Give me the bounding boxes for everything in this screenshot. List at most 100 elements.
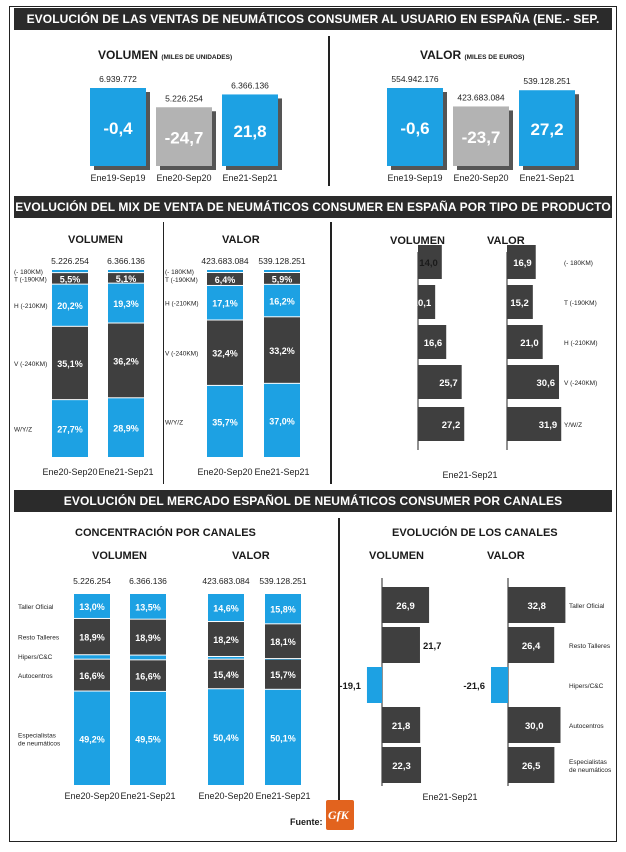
category-label: Ene21-Sep21 bbox=[120, 791, 175, 801]
bar bbox=[418, 365, 462, 399]
canales-evolucion-chart: 26,9 21,7 -19,1 21,8 22,3 32,8 26,4 -21,6 30,0 26… bbox=[340, 578, 612, 802]
bar-change-label: -24,7 bbox=[165, 129, 204, 148]
stack-segment bbox=[264, 383, 300, 457]
category-label: T (-190KM) bbox=[564, 300, 597, 307]
bar-value-label: 31,9 bbox=[539, 420, 558, 431]
bar-value-label: 14,0 bbox=[419, 258, 438, 269]
stack-segment bbox=[264, 273, 300, 284]
conc-volumen-label: VOLUMEN bbox=[92, 550, 147, 562]
segment-label: 32,4% bbox=[212, 349, 238, 359]
category-label: Ene21-Sep21 bbox=[519, 173, 574, 183]
stack-segment bbox=[264, 284, 300, 317]
stack-segment bbox=[52, 400, 88, 457]
segment-label: 13,5% bbox=[135, 602, 161, 612]
ventas-volumen-header: VOLUMEN (MILES DE UNIDADES) bbox=[98, 48, 232, 62]
axis-label: Ene21-Sep21 bbox=[442, 470, 497, 480]
bar-value-label: 30,0 bbox=[525, 721, 544, 732]
category-label: Especialistas bbox=[569, 759, 608, 766]
bar-value-label: 26,4 bbox=[522, 641, 541, 652]
bar bbox=[507, 407, 562, 441]
section1-divider bbox=[328, 36, 330, 186]
category-label: Ene21-Sep21 bbox=[255, 791, 310, 801]
category-label: Ene19-Sep19 bbox=[387, 173, 442, 183]
series-label: VOLUMEN bbox=[390, 235, 445, 247]
series-label: VALOR bbox=[487, 235, 525, 247]
stack-segment bbox=[265, 624, 301, 659]
stack-segment bbox=[208, 622, 244, 656]
segment-label: 16,6% bbox=[135, 672, 161, 682]
stack-segment bbox=[130, 619, 166, 655]
segment-label: 18,2% bbox=[213, 635, 239, 645]
stack-segment bbox=[74, 618, 110, 655]
bar bbox=[382, 627, 420, 663]
column-total-label: 6.366.136 bbox=[107, 256, 145, 266]
section3-divider bbox=[338, 518, 340, 800]
segment-label: 13,0% bbox=[79, 602, 105, 612]
series-label: Especialistas bbox=[18, 732, 57, 739]
bar bbox=[508, 747, 555, 783]
conc-title: CONCENTRACIÓN POR CANALES bbox=[75, 527, 256, 539]
bar bbox=[507, 285, 533, 319]
bar bbox=[366, 667, 382, 703]
stack-segment bbox=[207, 273, 243, 285]
segment-label: 18,1% bbox=[270, 637, 296, 647]
gfk-logo: GfK bbox=[326, 800, 354, 830]
mix-valor-label: VALOR bbox=[222, 234, 260, 246]
category-label: Ene19-Sep19 bbox=[90, 173, 145, 183]
stack-segment bbox=[207, 385, 243, 457]
category-label: H (-210KM) bbox=[564, 340, 598, 347]
series-label: Autocentros bbox=[18, 673, 53, 680]
stack-segment bbox=[208, 656, 244, 659]
segment-label: 5,1% bbox=[116, 274, 137, 284]
bar-value-label: 26,5 bbox=[522, 761, 541, 772]
category-label: Taller Oficial bbox=[569, 603, 605, 610]
stack-segment bbox=[74, 659, 110, 691]
bar-value-label: 26,9 bbox=[396, 601, 415, 612]
stack-segment bbox=[52, 273, 88, 284]
ventas-volumen-label: VOLUMEN bbox=[98, 48, 158, 62]
segment-label: 49,5% bbox=[135, 734, 161, 744]
bar-change-label: 27,2 bbox=[530, 120, 563, 139]
segment-label: 35,1% bbox=[57, 359, 83, 369]
category-label: Ene21-Sep21 bbox=[222, 173, 277, 183]
bar-change-label: -0,4 bbox=[103, 119, 133, 138]
bar-value-label: -19,1 bbox=[340, 681, 362, 692]
series-label: Hipers/C&C bbox=[18, 654, 53, 661]
bar-change-label: 21,8 bbox=[233, 122, 266, 141]
stack-segment bbox=[108, 283, 144, 323]
column-total-label: 5.226.254 bbox=[51, 256, 89, 266]
category-label: Ene20-Sep20 bbox=[64, 791, 119, 801]
stack-segment bbox=[108, 273, 144, 283]
segment-label: 37,0% bbox=[269, 416, 295, 426]
bar bbox=[453, 106, 509, 166]
axis-label: Ene21-Sep21 bbox=[422, 792, 477, 802]
ventas-volumen-unit: (MILES DE UNIDADES) bbox=[161, 54, 233, 61]
segment-label: 18,9% bbox=[79, 633, 105, 643]
bar-value-label: 21,0 bbox=[520, 338, 539, 349]
category-label: Autocentros bbox=[569, 723, 604, 730]
series-label: V (-240KM) bbox=[14, 361, 47, 368]
section2-divider bbox=[330, 222, 332, 484]
bar-value-label: 21,8 bbox=[392, 721, 411, 732]
column-total-label: 423.683.084 bbox=[201, 256, 249, 266]
stack-segment bbox=[265, 659, 301, 689]
bar-change-label: -0,6 bbox=[400, 119, 429, 138]
category-label: Ene20-Sep20 bbox=[198, 791, 253, 801]
stack-segment bbox=[208, 594, 244, 622]
bar-value-label: 10,1 bbox=[413, 298, 432, 309]
segment-label: 18,9% bbox=[135, 633, 161, 643]
segment-label: 35,7% bbox=[212, 417, 238, 427]
series-label: W/Y/Z bbox=[165, 419, 183, 426]
series-label: de neumáticos bbox=[18, 740, 61, 747]
bar bbox=[418, 285, 436, 319]
category-label: de neumáticos bbox=[569, 767, 612, 774]
stack-segment bbox=[207, 270, 243, 273]
ventas-valor-unit: (MILES DE EUROS) bbox=[464, 54, 525, 61]
segment-label: 27,7% bbox=[57, 425, 83, 435]
stack-segment bbox=[265, 659, 301, 660]
bar bbox=[507, 245, 536, 279]
stack-segment bbox=[130, 655, 166, 660]
segment-label: 14,6% bbox=[213, 604, 239, 614]
bar-value-label: 16,6 bbox=[424, 338, 443, 349]
category-label: Ene21-Sep21 bbox=[254, 467, 309, 477]
